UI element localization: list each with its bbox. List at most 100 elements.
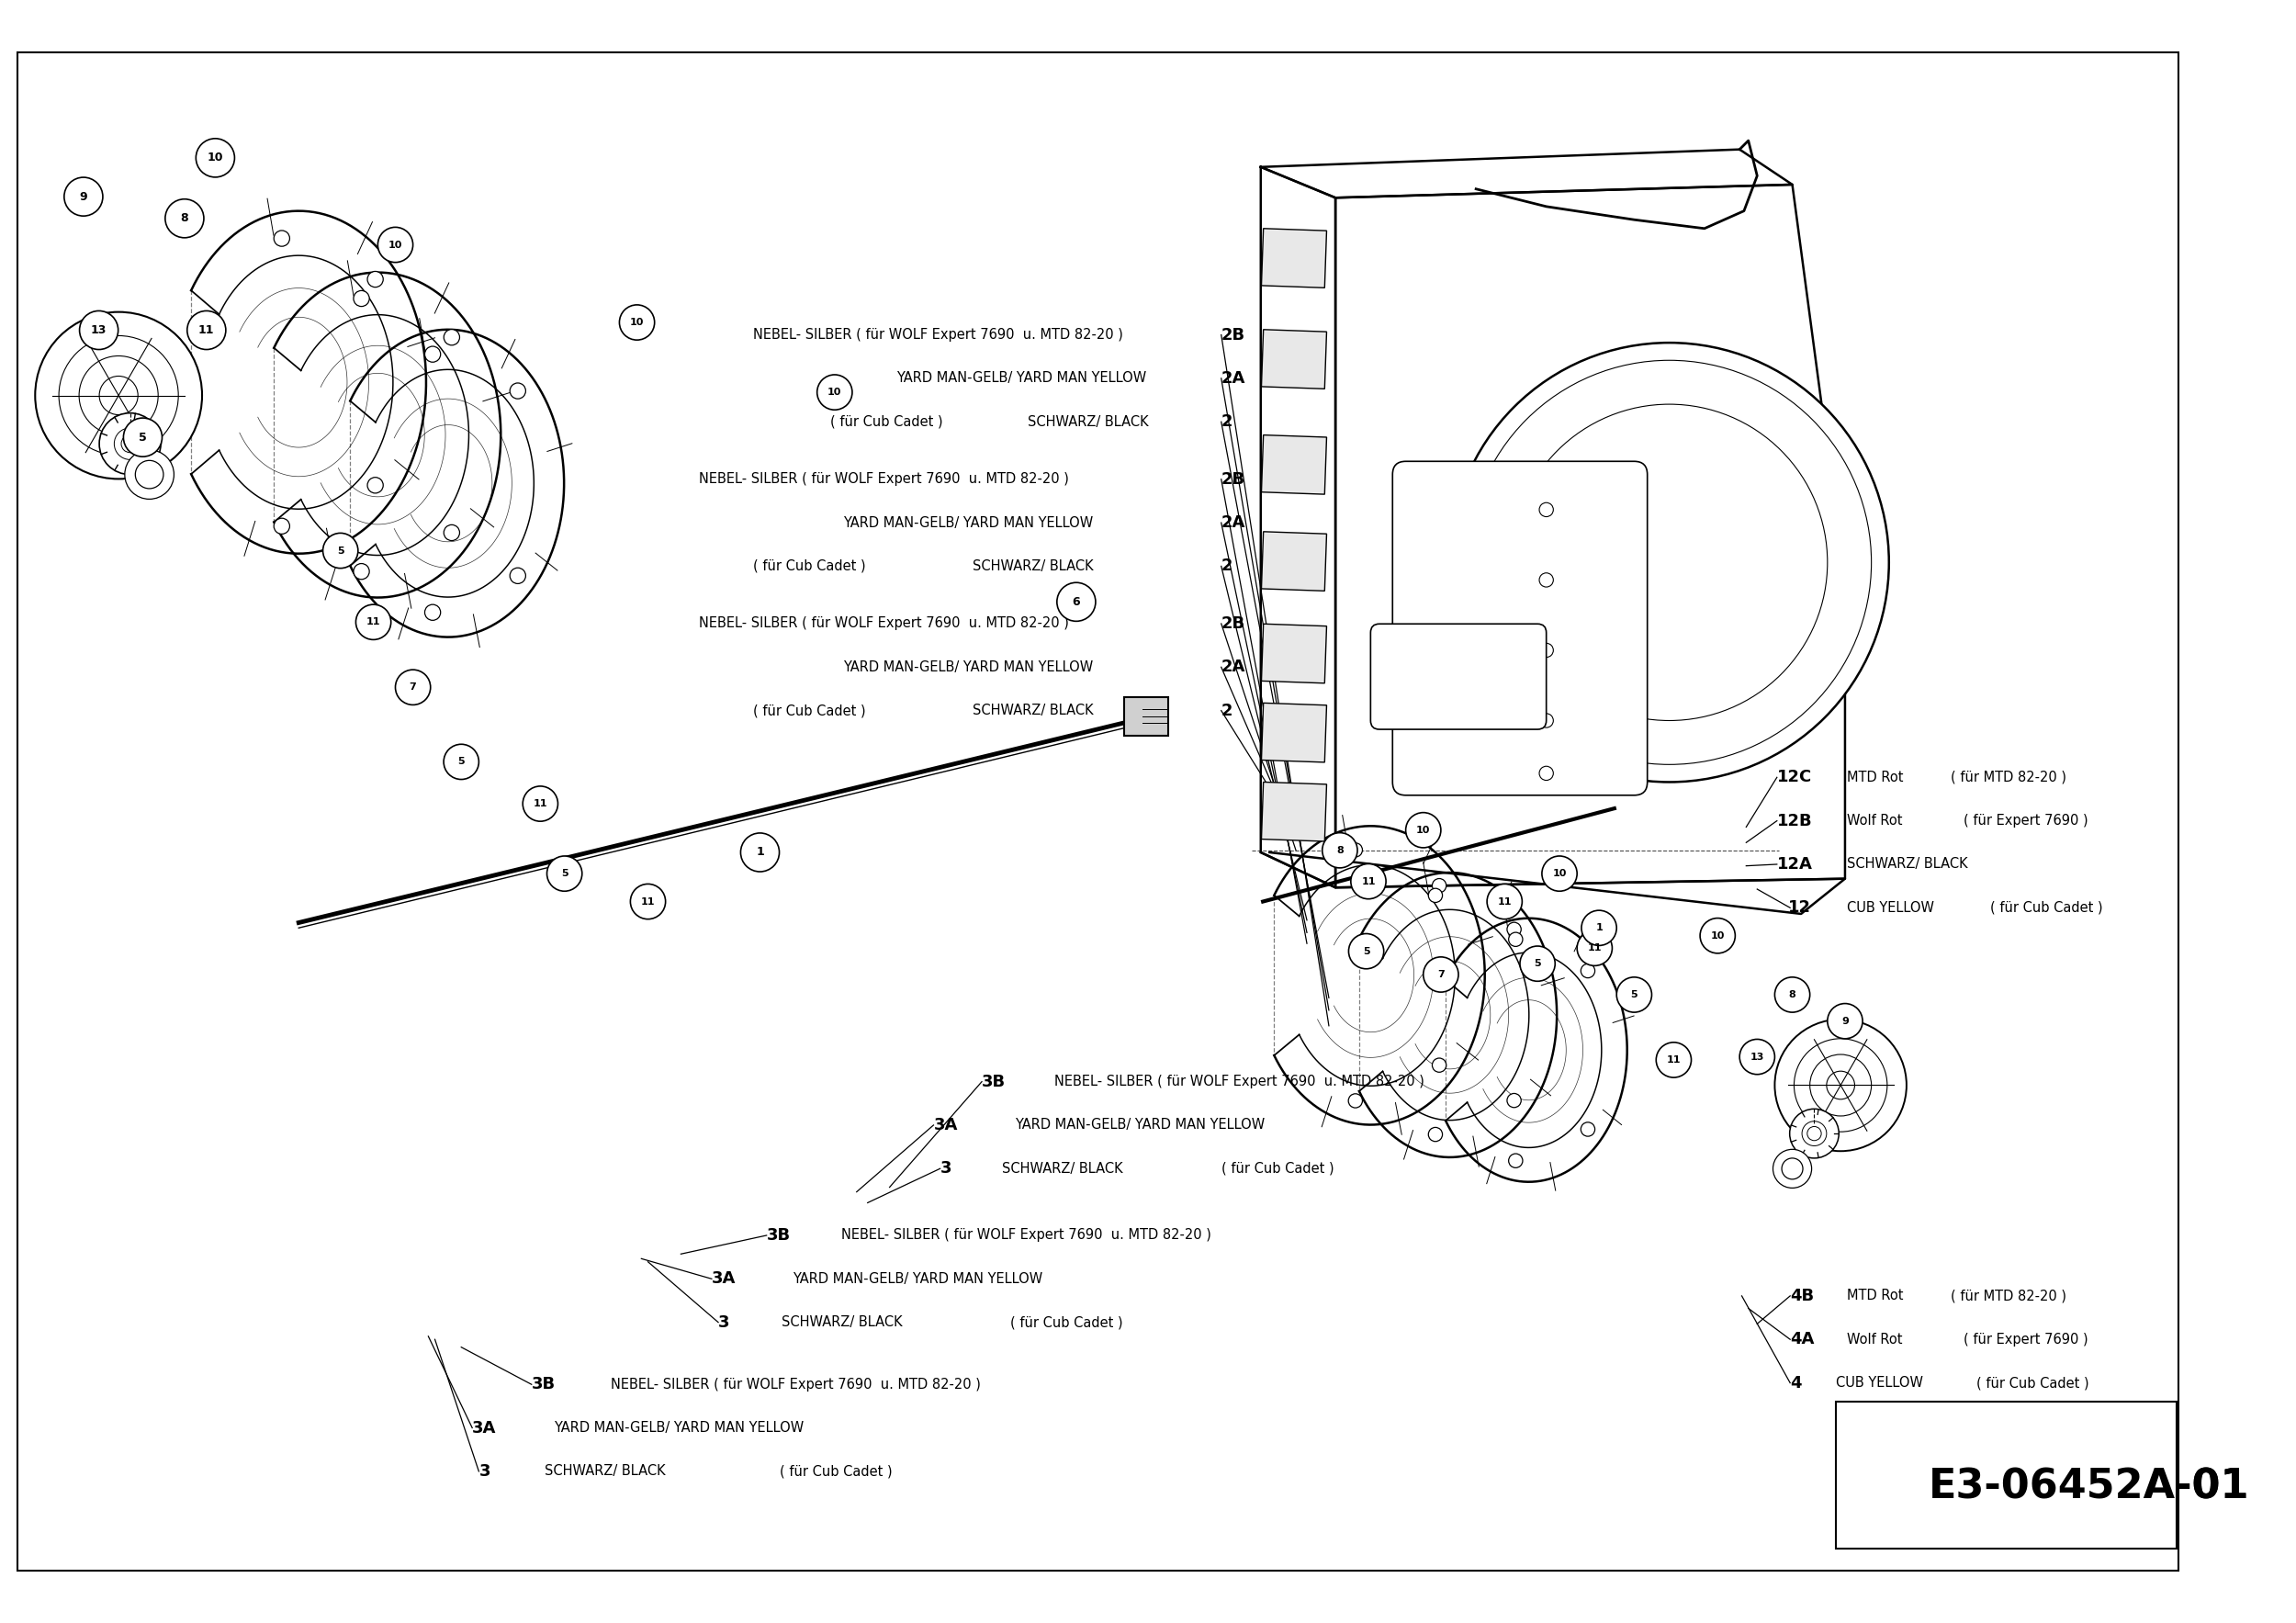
Circle shape xyxy=(1424,958,1458,992)
Circle shape xyxy=(1508,1154,1522,1167)
Text: 2A: 2A xyxy=(1221,514,1244,531)
Text: 5: 5 xyxy=(138,432,147,443)
Circle shape xyxy=(60,336,179,454)
Text: ( für Cub Cadet ): ( für Cub Cadet ) xyxy=(1010,1315,1123,1329)
Text: 2B: 2B xyxy=(1221,615,1244,631)
Text: Wolf Rot: Wolf Rot xyxy=(1848,813,1903,828)
Bar xyxy=(1261,229,1327,287)
Text: 12A: 12A xyxy=(1777,855,1812,873)
Circle shape xyxy=(1520,946,1554,982)
Circle shape xyxy=(122,435,138,453)
Text: 11: 11 xyxy=(1362,876,1375,886)
Text: 10: 10 xyxy=(1552,868,1566,878)
Text: 11: 11 xyxy=(1667,1055,1681,1065)
Circle shape xyxy=(1582,1121,1596,1136)
Bar xyxy=(1261,435,1327,495)
Circle shape xyxy=(742,833,778,872)
Circle shape xyxy=(510,568,526,584)
Circle shape xyxy=(1449,342,1890,782)
Text: SCHWARZ/ BLACK: SCHWARZ/ BLACK xyxy=(1029,415,1148,428)
Text: 3: 3 xyxy=(719,1315,730,1331)
Text: YARD MAN-GELB/ YARD MAN YELLOW: YARD MAN-GELB/ YARD MAN YELLOW xyxy=(843,661,1093,674)
Text: NEBEL- SILBER ( für WOLF Expert 7690  u. MTD 82-20 ): NEBEL- SILBER ( für WOLF Expert 7690 u. … xyxy=(753,328,1123,342)
Text: 9: 9 xyxy=(1841,1016,1848,1026)
Text: 5: 5 xyxy=(457,758,464,766)
Circle shape xyxy=(1538,766,1554,781)
Text: 10: 10 xyxy=(388,240,402,250)
Text: 10: 10 xyxy=(827,388,843,398)
Circle shape xyxy=(620,305,654,339)
Text: 8: 8 xyxy=(1336,846,1343,855)
Circle shape xyxy=(273,518,289,534)
Circle shape xyxy=(1428,1128,1442,1141)
Circle shape xyxy=(425,604,441,620)
Text: ( für MTD 82-20 ): ( für MTD 82-20 ) xyxy=(1949,1289,2066,1303)
Circle shape xyxy=(64,177,103,216)
Text: SCHWARZ/ BLACK: SCHWARZ/ BLACK xyxy=(974,704,1093,717)
Text: 2B: 2B xyxy=(1221,326,1244,342)
Text: 7: 7 xyxy=(409,683,416,691)
Bar xyxy=(1261,329,1327,390)
Circle shape xyxy=(1538,573,1554,588)
Text: CUB YELLOW: CUB YELLOW xyxy=(1837,1376,1924,1389)
Circle shape xyxy=(1782,1159,1802,1180)
Circle shape xyxy=(1543,855,1577,891)
Bar xyxy=(1261,532,1327,591)
Circle shape xyxy=(1809,1055,1871,1117)
Circle shape xyxy=(80,312,117,349)
Circle shape xyxy=(1508,932,1522,946)
Bar xyxy=(1125,696,1169,735)
Text: 3A: 3A xyxy=(712,1271,737,1287)
Circle shape xyxy=(195,138,234,177)
Circle shape xyxy=(1655,1042,1692,1078)
Text: ( für Cub Cadet ): ( für Cub Cadet ) xyxy=(1991,901,2103,915)
Text: 3A: 3A xyxy=(473,1420,496,1436)
Circle shape xyxy=(1582,911,1616,946)
Circle shape xyxy=(1506,922,1522,936)
Text: ( für Cub Cadet ): ( für Cub Cadet ) xyxy=(831,415,944,428)
Text: 1: 1 xyxy=(755,846,765,859)
Circle shape xyxy=(817,375,852,411)
Text: 7: 7 xyxy=(1437,971,1444,979)
Circle shape xyxy=(1775,1019,1906,1151)
Circle shape xyxy=(1428,888,1442,902)
Circle shape xyxy=(124,450,174,500)
Circle shape xyxy=(1828,1071,1855,1099)
Text: 3: 3 xyxy=(939,1160,951,1177)
Circle shape xyxy=(273,230,289,247)
Circle shape xyxy=(1405,813,1442,847)
Text: 2A: 2A xyxy=(1221,659,1244,675)
Text: 5: 5 xyxy=(338,545,344,555)
Circle shape xyxy=(1056,583,1095,622)
Text: 2B: 2B xyxy=(1221,471,1244,487)
Circle shape xyxy=(1775,977,1809,1013)
FancyBboxPatch shape xyxy=(1394,461,1646,795)
Text: 12C: 12C xyxy=(1777,769,1812,786)
Text: YARD MAN-GELB/ YARD MAN YELLOW: YARD MAN-GELB/ YARD MAN YELLOW xyxy=(1015,1118,1265,1131)
Circle shape xyxy=(395,670,432,704)
Text: 11: 11 xyxy=(641,898,654,906)
FancyBboxPatch shape xyxy=(1371,623,1545,729)
Circle shape xyxy=(1467,360,1871,764)
Circle shape xyxy=(135,461,163,489)
Text: 13: 13 xyxy=(92,325,108,336)
Circle shape xyxy=(1348,1094,1362,1109)
Text: 5: 5 xyxy=(1630,990,1637,1000)
Text: 2A: 2A xyxy=(1221,370,1244,386)
Text: ( für Expert 7690 ): ( für Expert 7690 ) xyxy=(1963,813,2087,828)
Text: ( für MTD 82-20 ): ( für MTD 82-20 ) xyxy=(1949,771,2066,784)
Bar xyxy=(1261,623,1327,683)
Circle shape xyxy=(379,227,413,263)
Circle shape xyxy=(34,312,202,479)
Text: 5: 5 xyxy=(560,868,567,878)
Text: 4A: 4A xyxy=(1791,1331,1814,1347)
Text: 5: 5 xyxy=(1364,946,1371,956)
Text: SCHWARZ/ BLACK: SCHWARZ/ BLACK xyxy=(974,560,1093,573)
Text: NEBEL- SILBER ( für WOLF Expert 7690  u. MTD 82-20 ): NEBEL- SILBER ( für WOLF Expert 7690 u. … xyxy=(1054,1074,1424,1089)
Bar xyxy=(1837,1402,2177,1548)
Text: 9: 9 xyxy=(80,190,87,203)
Text: YARD MAN-GELB/ YARD MAN YELLOW: YARD MAN-GELB/ YARD MAN YELLOW xyxy=(843,516,1093,529)
Text: YARD MAN-GELB/ YARD MAN YELLOW: YARD MAN-GELB/ YARD MAN YELLOW xyxy=(895,372,1146,385)
Circle shape xyxy=(1322,833,1357,868)
Text: 3B: 3B xyxy=(767,1227,790,1243)
